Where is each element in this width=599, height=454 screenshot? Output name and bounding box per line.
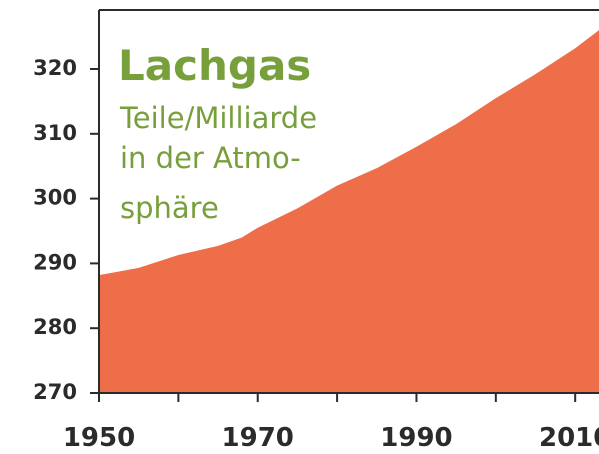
y-tick-label: 310 <box>33 121 77 145</box>
y-tick-label: 290 <box>33 250 77 274</box>
x-tick-label: 2010 <box>539 423 599 453</box>
y-tick-label: 270 <box>33 380 77 404</box>
y-tick-label: 320 <box>33 56 77 80</box>
x-tick-label: 1970 <box>222 423 294 453</box>
x-tick-label: 1990 <box>380 423 452 453</box>
y-tick-label: 280 <box>33 315 77 339</box>
subtitle-line: in der Atmo- <box>120 141 301 175</box>
x-tick-label: 1950 <box>63 423 135 453</box>
chart-title: Lachgas <box>118 41 311 90</box>
subtitle-line: Teile/Milliarde <box>119 101 317 135</box>
subtitle-line: sphäre <box>120 191 219 225</box>
plot-area: 270 280 290 300 310 320 1950 1970 1990 2010 <box>33 9 599 453</box>
y-tick-label: 300 <box>33 186 77 210</box>
area <box>99 30 599 394</box>
